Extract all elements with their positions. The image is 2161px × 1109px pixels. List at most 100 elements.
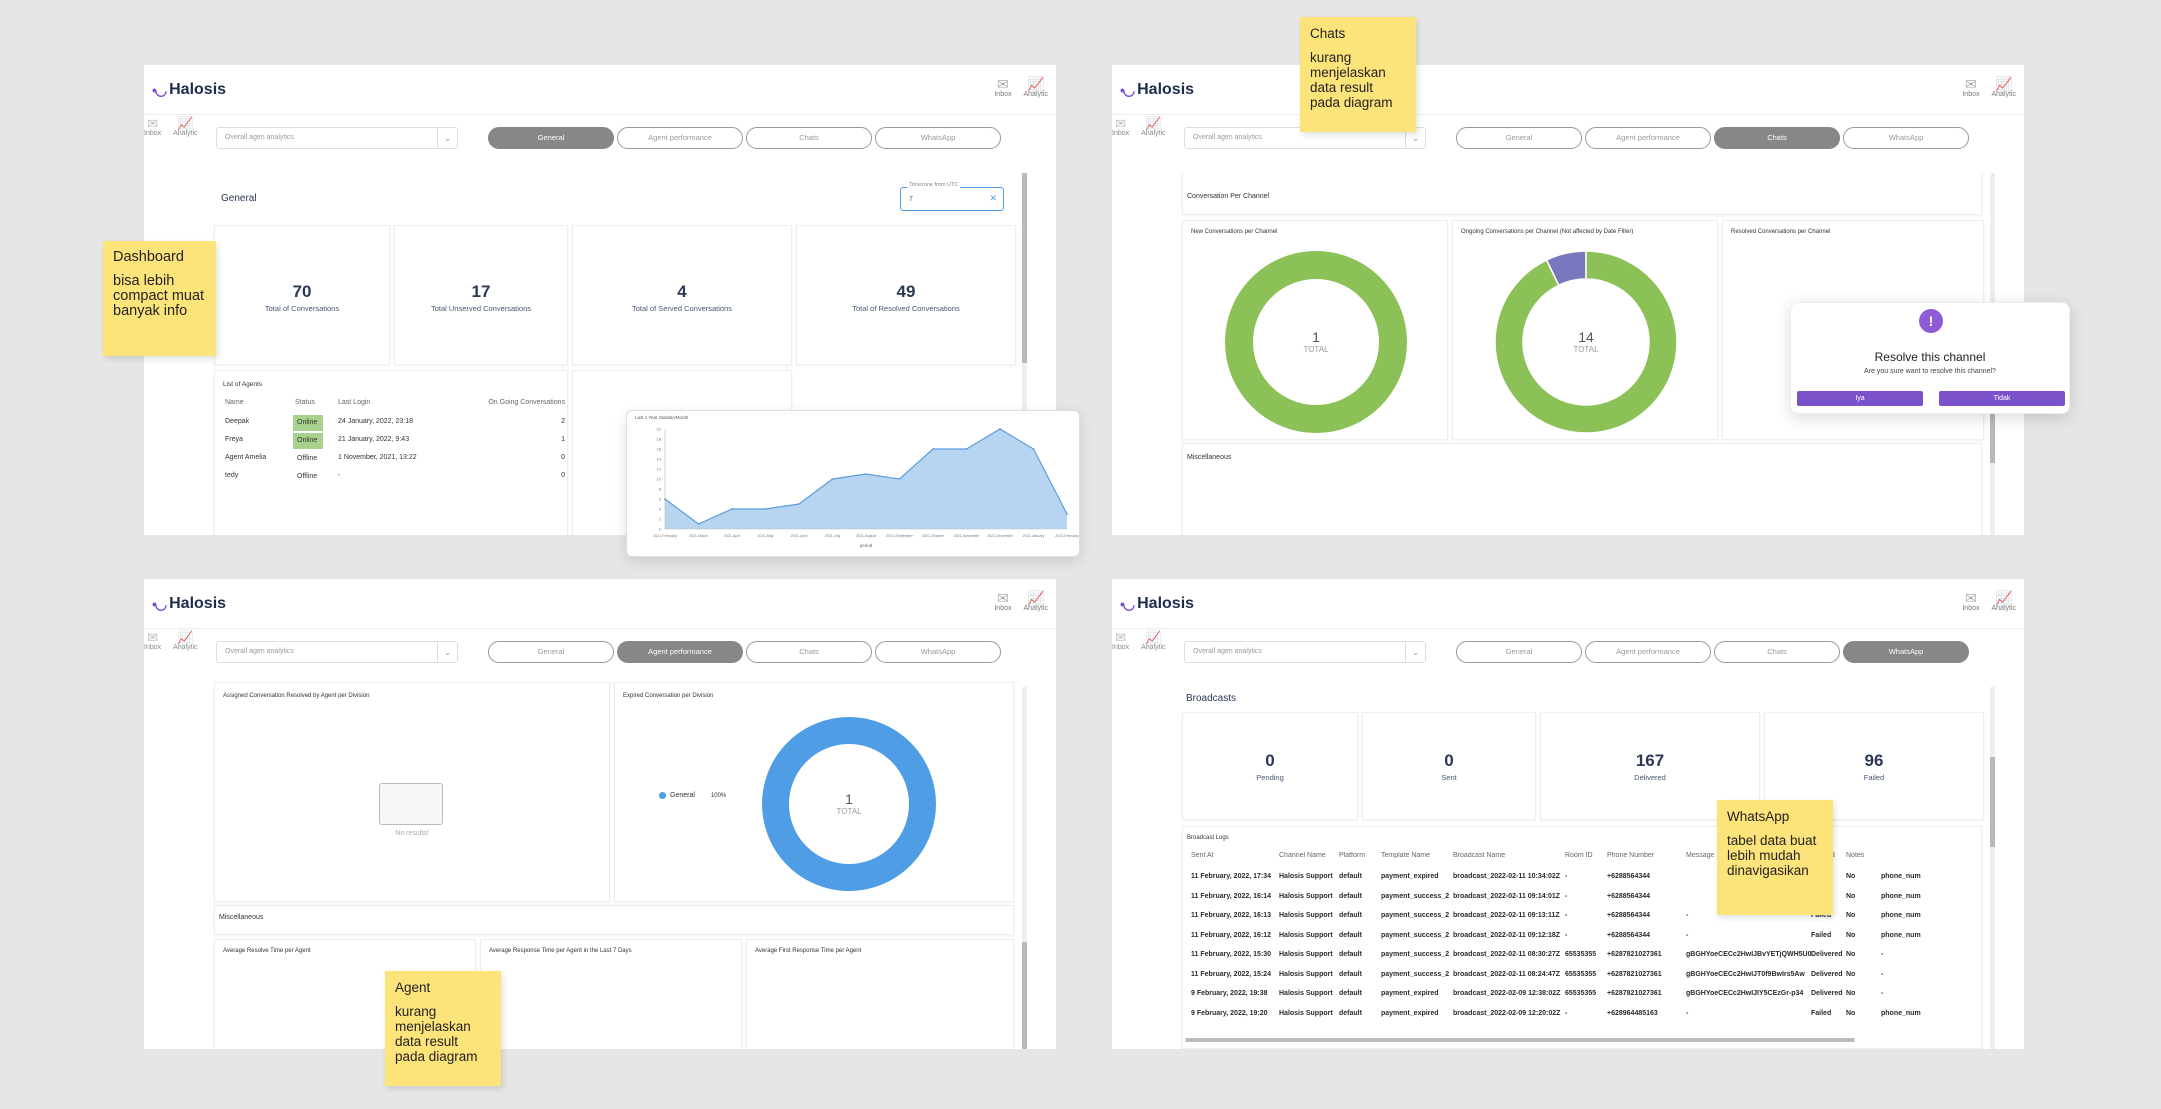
table-cell: payment_success_2: [1381, 912, 1450, 919]
data-point: [999, 428, 1001, 430]
scrollbar[interactable]: [1022, 687, 1027, 1049]
stat-value: 0: [1265, 751, 1275, 770]
table-cell: 65535355: [1565, 951, 1597, 958]
header-analytic-button[interactable]: 📈 Analytic: [1023, 77, 1048, 98]
table-cell: gBGHYoeCECc2HwIJT0f9BwIrs5Aw: [1686, 970, 1805, 978]
tab-agent-performance[interactable]: Agent performance: [617, 641, 743, 663]
analytics-select[interactable]: Overall agen analytics ⌄: [1184, 641, 1426, 663]
sidebar-inbox[interactable]: ✉ Inbox: [1112, 117, 1129, 137]
logo-mark: •◡: [152, 81, 167, 98]
sidebar-inbox[interactable]: ✉ Inbox: [144, 631, 161, 651]
analytics-select[interactable]: Overall agen analytics ⌄: [216, 641, 458, 663]
scrollbar-thumb[interactable]: [1022, 173, 1027, 363]
tab-whatsapp[interactable]: WhatsApp: [875, 641, 1001, 663]
section-title: Conversation Per Channel: [1187, 193, 1270, 200]
table-cell: No: [1846, 1009, 1856, 1017]
agent-name: Agent Amelia: [225, 454, 267, 461]
assigned-conversation-card: Assigned Conversation Resolved by Agent …: [214, 682, 610, 902]
tab-whatsapp[interactable]: WhatsApp: [875, 127, 1001, 149]
sidebar-analytic[interactable]: 📈 Analytic: [173, 631, 198, 651]
horizontal-scrollbar[interactable]: [1185, 1038, 1855, 1042]
app-header: •◡ Halosis ✉ Inbox 📈 Analytic: [144, 65, 1056, 115]
data-point: [731, 508, 733, 510]
tab-whatsapp[interactable]: WhatsApp: [1843, 127, 1969, 149]
table-cell: Halosis Support: [1279, 970, 1333, 978]
sidebar-inbox[interactable]: ✉ Inbox: [144, 117, 161, 137]
scrollbar-thumb[interactable]: [1022, 942, 1027, 1049]
x-tick-label: 2021-November: [954, 534, 981, 538]
inbox-icon: ✉: [1115, 116, 1127, 131]
scrollbar[interactable]: [1022, 173, 1027, 535]
header-inbox-button[interactable]: ✉ Inbox: [1962, 591, 1979, 612]
table-cell: 9 February, 2022, 19:38: [1191, 990, 1268, 997]
header-analytic-button[interactable]: 📈 Analytic: [1023, 591, 1048, 612]
scrollbar[interactable]: [1990, 687, 1995, 1049]
confirm-no-button[interactable]: Tidak: [1939, 391, 2065, 406]
tab-general[interactable]: General: [1456, 127, 1582, 149]
data-point: [764, 508, 767, 510]
header-analytic-button[interactable]: 📈 Analytic: [1991, 77, 2016, 98]
data-point: [664, 498, 666, 500]
scrollbar-thumb[interactable]: [1990, 413, 1995, 463]
y-tick-label: 12: [657, 467, 662, 472]
timezone-value: 7: [909, 196, 913, 203]
tab-agent-performance[interactable]: Agent performance: [1585, 127, 1711, 149]
column-header: Sent At: [1191, 852, 1214, 859]
resolve-modal: ! Resolve this channel Are you sure want…: [1790, 302, 2070, 414]
header-inbox-button[interactable]: ✉ Inbox: [1962, 77, 1979, 98]
table-cell: No: [1846, 892, 1856, 900]
inbox-label: Inbox: [1962, 605, 1980, 612]
chevron-down-icon: ⌄: [437, 128, 457, 148]
sidebar-analytic[interactable]: 📈 Analytic: [173, 117, 198, 137]
tab-chats[interactable]: Chats: [1714, 641, 1840, 663]
misc-title: Miscellaneous: [219, 914, 264, 921]
dashboard-whatsapp-panel: •◡ Halosis ✉ Inbox 📈 Analytic ✉ Inbox 📈 Analy…: [1112, 579, 2024, 1049]
donut-total-value: 1: [845, 791, 853, 807]
table-cell: Halosis Support: [1279, 912, 1333, 919]
timezone-input[interactable]: Timezone from UTC 7 ✕: [900, 182, 1004, 211]
table-cell: 11 February, 2022, 16:13: [1191, 912, 1272, 919]
tab-agent-performance[interactable]: Agent performance: [1585, 641, 1711, 663]
header-inbox-button[interactable]: ✉ Inbox: [994, 591, 1011, 612]
stat-label: Total Unserved Conversations: [430, 304, 532, 313]
clear-icon[interactable]: ✕: [989, 193, 997, 203]
sidebar-analytic[interactable]: 📈 Analytic: [1141, 117, 1166, 137]
note-body: tabel data buat lebih mudah dinavigasika…: [1727, 833, 1817, 878]
tab-general[interactable]: General: [488, 641, 614, 663]
tab-general[interactable]: General: [1456, 641, 1582, 663]
analytic-icon: 📈: [1145, 116, 1162, 131]
tab-chats[interactable]: Chats: [1714, 127, 1840, 149]
dashboard-chats-panel: •◡ Halosis ✉ Inbox 📈 Analytic ✉ Inbox 📈 Analy…: [1112, 65, 2024, 535]
sidebar-inbox-label: Inbox: [144, 130, 162, 137]
logo-text: Halosis: [1137, 81, 1195, 98]
x-tick-label: 2021-May: [758, 534, 774, 538]
legend-percent: 100%: [710, 792, 727, 799]
x-tick-label: 2021-April: [724, 534, 741, 538]
tab-chats[interactable]: Chats: [746, 641, 872, 663]
stat-card: 70 Total of Conversations: [214, 225, 390, 365]
column-header: Phone Number: [1607, 852, 1655, 859]
agent-last-login: -: [338, 472, 341, 479]
table-cell: -: [1565, 1009, 1568, 1017]
tab-agent-performance[interactable]: Agent performance: [617, 127, 743, 149]
exclamation-icon: !: [1919, 309, 1943, 333]
x-tick-label: 2021-February: [653, 534, 677, 538]
tab-chats[interactable]: Chats: [746, 127, 872, 149]
tab-whatsapp[interactable]: WhatsApp: [1843, 641, 1969, 663]
analytics-select[interactable]: Overall agen analytics ⌄: [216, 127, 458, 149]
table-cell: 11 February, 2022, 16:12: [1191, 931, 1272, 939]
tab-general[interactable]: General: [488, 127, 614, 149]
scrollbar-thumb[interactable]: [1990, 757, 1995, 847]
header-analytic-button[interactable]: 📈 Analytic: [1991, 591, 2016, 612]
chart-legend: General 100%: [659, 792, 726, 799]
chart-title: New Conversations per Channel: [1191, 229, 1278, 235]
sidebar-analytic[interactable]: 📈 Analytic: [1141, 631, 1166, 651]
header-inbox-button[interactable]: ✉ Inbox: [994, 77, 1011, 98]
note-body: kurang menjelaskan data result pada diag…: [395, 1004, 478, 1064]
donut-total-label: TOTAL: [836, 807, 862, 816]
agents-card: List of Agents Name Status Last Login On…: [214, 370, 568, 535]
misc-title: Miscellaneous: [1187, 454, 1232, 461]
sidebar-inbox[interactable]: ✉ Inbox: [1112, 631, 1129, 651]
analytic-icon: 📈: [177, 630, 194, 645]
confirm-yes-button[interactable]: Iya: [1797, 391, 1923, 406]
